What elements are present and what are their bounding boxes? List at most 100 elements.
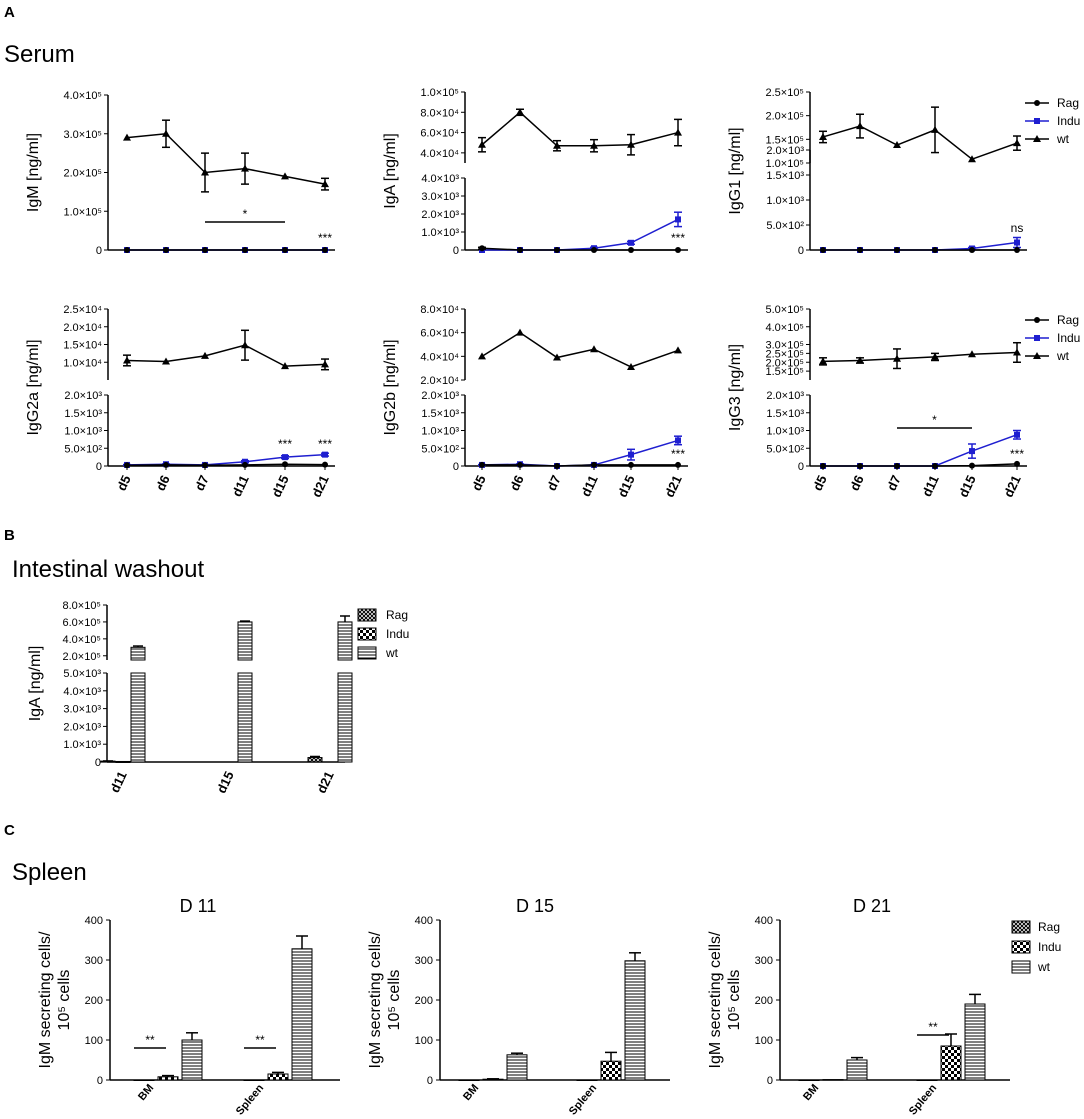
washout-ytick-label: 8.0×10⁵ [62,600,101,612]
igg2a-significance-label: *** [318,437,332,451]
d15-bar-wt [506,1054,528,1081]
igg2b-series-rag-point [517,461,523,468]
washout-ytick-label: 3.0×10³ [63,704,101,716]
serum-top-legend-wt-marker [1033,135,1041,142]
igm-series-wt-point [281,172,289,180]
d11-ylabel-line1: IgM secreting cells/ [37,931,54,1068]
iga-series-indu-line [482,218,679,251]
igg1-series-indu-line [823,241,1018,251]
igg2b-ytick-label: 6.0×10⁴ [420,328,459,340]
washout-ytick-label: 5.0×10³ [63,668,101,680]
igg1-ytick-label: 0 [798,245,804,257]
section-title-serum: Serum [4,41,75,68]
d15-ytick-label: 200 [415,995,433,1007]
d11-xtick-label: Spleen [234,1082,267,1118]
d21-ylabel-line2: 10⁵ cells [726,970,743,1031]
iga-series-indu-point [675,216,681,223]
d11-ytick-label: 300 [85,955,103,967]
igg1-series-indu-point [1014,239,1020,246]
iga-ytick-label: 2.0×10³ [421,209,459,221]
panel-letter-b: B [4,527,15,544]
igg2b-series-rag-line [482,464,678,467]
serum-top-legend-rag-marker [1034,100,1040,106]
serum-top-legend-indu-label: Indu [1057,114,1080,128]
washout-legend-indu-label: Indu [386,627,409,641]
iga-series-indu-point [628,239,634,246]
iga-series-rag-point [628,247,634,253]
iga-series-rag-point [554,247,560,253]
igg2b-ytick-label: 2.0×10⁴ [420,375,459,387]
d11-bar-wt [181,1039,203,1081]
igg1-ytick-label: 5.0×10² [766,220,804,232]
igg3-series-wt-point [931,352,939,360]
washout-xtick-label: d15 [214,769,237,796]
igg3-series-rag-point [820,463,826,469]
igm-series-rag-point [202,247,208,253]
washout-ytick-label: 2.0×10³ [63,721,101,733]
spleen-legend-wt-swatch [1011,960,1031,974]
igg2a-ytick-label: 0 [96,461,102,473]
section-title-intestinal: Intestinal washout [12,556,204,583]
igg2b-xtick-label: d11 [578,473,601,499]
igg3-xtick-label: d11 [919,473,942,499]
serum-bottom-legend-rag-label: Rag [1057,313,1079,327]
washout-xtick-label: d11 [107,769,130,795]
igm-series-wt-point [201,168,209,176]
igg1-ytick-label: 1.5×10⁵ [765,134,804,146]
igg2a-ytick-label: 2.0×10⁴ [63,322,102,334]
igg2a-series-rag-point [242,461,248,468]
d11-bar-rag [133,1079,155,1081]
igg3-ytick-label: 1.5×10⁵ [765,366,804,378]
washout-bar-wt [337,621,353,661]
washout-bar-rag [307,757,323,763]
washout-legend-indu-swatch [357,627,377,641]
igg2a-series-indu-point [242,458,248,465]
igg3-series-wt-point [968,350,976,358]
igm-ytick-label: 1.0×10⁵ [63,206,102,218]
igm-series-wt-point [162,129,170,137]
igg2a-ytick-label: 2.0×10³ [64,390,102,402]
d21-ytick-label: 200 [755,995,773,1007]
igg2a-series-rag-point [163,461,169,468]
igg3-ytick-label: 0 [798,461,804,473]
igg3-series-wt-point [819,357,827,365]
washout-legend-rag-swatch [357,608,377,622]
igg3-series-rag-line [823,463,1018,467]
washout-ytick-label: 1.0×10³ [63,739,101,751]
igg2b-series-wt-point [553,353,561,361]
igg3-series-indu-line [823,434,1018,467]
serum-top-legend-indu-marker [1034,118,1040,124]
igg2a-series-wt-point [321,360,329,368]
igg2a-series-wt-point [241,341,249,349]
igg1-significance-label: ns [1011,221,1024,235]
d21-bar-indu [940,1045,962,1081]
serum-bottom-legend-indu-marker [1034,335,1040,341]
igg3-ytick-label: 2.0×10³ [766,390,804,402]
igg2a-series-wt-point [162,357,170,365]
iga-ylabel: IgA [ng/ml] [382,133,399,209]
igg2a-series-rag-point [322,461,328,468]
igg2b-ytick-label: 4.0×10⁴ [420,351,459,363]
d21-ylabel-line1: IgM secreting cells/ [707,931,724,1068]
igg3-significance-label: *** [1010,447,1024,461]
d15-ytick-label: 300 [415,955,433,967]
serum-bottom-legend-rag-marker [1034,317,1040,323]
igg3-series-rag-point [1014,460,1020,467]
d21-xtick-label: BM [801,1082,821,1103]
igg1-series-wt-point [856,122,864,130]
d15-ytick-label: 400 [415,915,433,927]
igg3-series-wt-point [1013,348,1021,356]
igg1-series-rag-point [820,247,826,253]
igg2a-series-wt-point [201,351,209,359]
igg1-series-wt-point [931,125,939,133]
iga-series-wt-line [481,111,679,147]
igg2b-series-rag-point [628,461,634,468]
igm-series-rag-point [124,247,130,253]
igg2a-xtick-label: d5 [114,473,134,493]
washout-ylabel: IgA [ng/ml] [27,646,44,722]
d11-significance-label: ** [255,1033,265,1047]
igg1-series-rag-point [932,247,938,253]
d21-bar-indu [822,1079,844,1081]
washout-xtick-label: d21 [314,769,337,796]
igg1-series-wt-point [1013,139,1021,147]
